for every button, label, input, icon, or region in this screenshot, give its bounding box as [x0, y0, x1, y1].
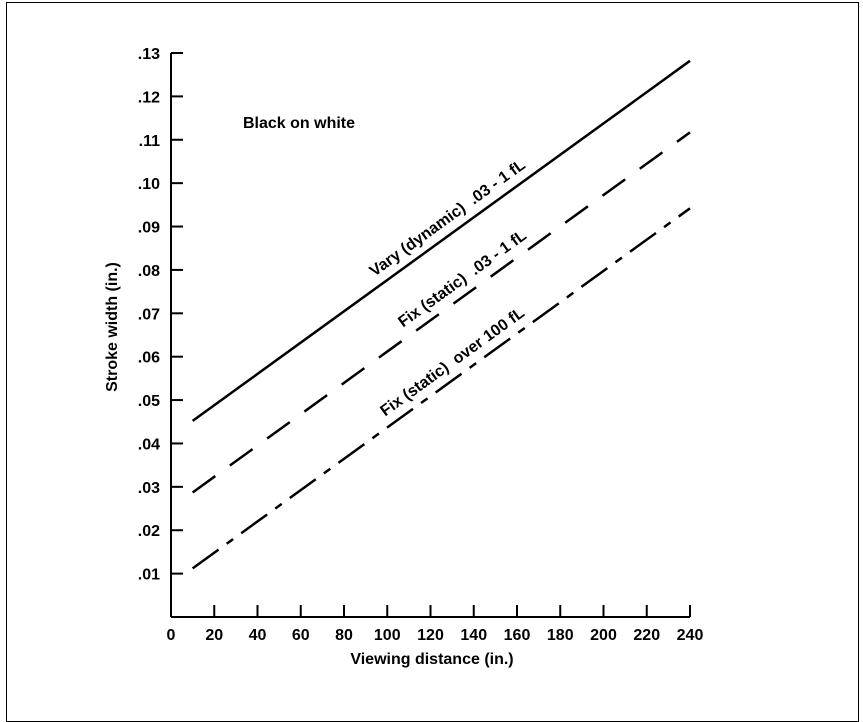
x-tick-label: 80	[335, 627, 353, 644]
y-tick-label: .08	[138, 263, 160, 280]
x-tick-label: 200	[590, 627, 617, 644]
y-tick-label: .11	[139, 133, 160, 150]
x-tick-label: 240	[677, 627, 704, 644]
series-label: Vary (dynamic) .03 - 1 fL	[367, 156, 529, 280]
chart-axes	[170, 53, 690, 618]
chart-ticks: 0 20 40 60 80 100 120 140 160 180 200 220 240 .01 .02.…	[138, 46, 704, 644]
y-tick-label: .03	[138, 480, 160, 497]
x-tick-label: 40	[249, 627, 267, 644]
y-tick-label: .12	[138, 89, 160, 106]
x-tick-label: 140	[460, 627, 487, 644]
x-tick-label: 0	[167, 627, 176, 644]
series-line	[191, 131, 691, 494]
y-axis-title: Stroke width (in.)	[104, 262, 121, 392]
y-tick-label: .01	[138, 567, 160, 584]
y-tick-label: .13	[138, 46, 160, 63]
y-tick-label: .09	[138, 220, 160, 237]
y-tick-label: .10	[138, 176, 160, 193]
series-line	[191, 207, 691, 570]
y-tick-label: .07	[138, 306, 160, 323]
y-tick-label: .02	[138, 523, 160, 540]
x-axis-title: Viewing distance (in.)	[350, 651, 513, 668]
x-tick-label: 20	[205, 627, 223, 644]
series-line	[191, 59, 691, 422]
y-tick-label: .05	[138, 393, 160, 410]
x-tick-label: 120	[417, 627, 444, 644]
x-tick-label: 160	[504, 627, 531, 644]
chart-annotation: Black on white	[243, 115, 355, 132]
x-tick-label: 60	[292, 627, 310, 644]
y-tick-label: .04	[138, 436, 160, 453]
y-tick-label: .06	[138, 350, 160, 367]
x-tick-label: 180	[547, 627, 574, 644]
x-tick-label: 220	[633, 627, 660, 644]
x-tick-label: 100	[374, 627, 401, 644]
